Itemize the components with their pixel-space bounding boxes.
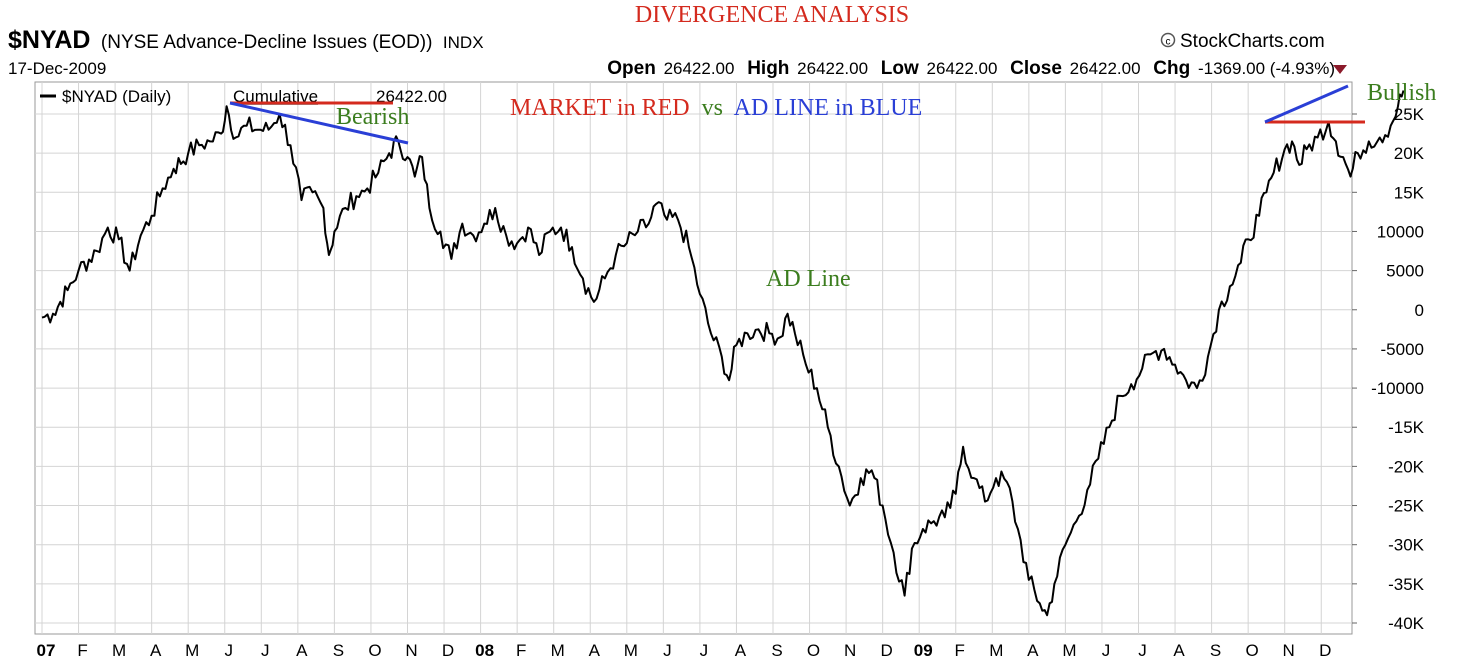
x-tick-label: A [589,641,601,660]
x-tick-label: F [516,641,526,660]
symbol: $NYAD [8,26,90,54]
header-line-1: $NYAD (NYSE Advance-Decline Issues (EOD)… [8,26,484,54]
x-tick-label: D [442,641,454,660]
color-key: MARKET in RED vs AD LINE in BLUE [510,95,922,121]
x-tick-label: M [1062,641,1076,660]
close-value: 26422.00 [1070,59,1141,78]
x-tick-label: M [989,641,1003,660]
market-key: MARKET in RED [510,95,690,121]
x-tick-label: D [1319,641,1331,660]
vs-key: vs [702,95,723,121]
y-tick-label: 0 [1415,301,1424,320]
description: (NYSE Advance-Decline Issues (EOD)) [101,32,433,53]
x-tick-label: F [955,641,965,660]
annotation-title: DIVERGENCE ANALYSIS [635,2,909,28]
y-tick-label: -20K [1388,457,1425,476]
x-tick-label: A [1173,641,1185,660]
x-tick-label: N [1283,641,1295,660]
ad-line-trend-2007 [229,101,409,145]
x-tick-label: S [1210,641,1221,660]
y-tick-label: 10000 [1377,222,1424,241]
x-tick-label: A [1027,641,1039,660]
low-label: Low [881,58,919,79]
y-tick-label: -35K [1388,575,1425,594]
open-label: Open [607,58,656,79]
brand: c StockCharts.com [1160,31,1325,52]
x-tick-label: S [771,641,782,660]
x-tick-label: J [261,641,270,660]
y-tick-label: 15K [1394,183,1425,202]
date: 17-Dec-2009 [8,59,106,78]
close-label: Close [1010,58,1062,79]
ad-line-series [41,90,1405,617]
x-tick-label: N [405,641,417,660]
x-tick-label: N [844,641,856,660]
ad-line-label: AD Line [766,266,851,292]
x-tick-label: J [225,641,234,660]
x-tick-label: O [368,641,381,660]
x-tick-label: J [1138,641,1147,660]
adline-key: AD LINE in BLUE [734,95,923,121]
high-label: High [747,58,789,79]
legend: $NYAD (Daily) Cumulative 26422.00 [40,87,447,106]
y-tick-label: -10000 [1371,379,1424,398]
y-tick-label: -30K [1388,536,1425,555]
y-tick-label: -15K [1388,418,1425,437]
x-tick-label: F [77,641,87,660]
low-value: 26422.00 [927,59,998,78]
x-tick-label: A [296,641,308,660]
x-tick-label: A [150,641,162,660]
x-tick-label: O [807,641,820,660]
legend-symbol: $NYAD (Daily) [62,87,171,106]
x-tick-label: M [624,641,638,660]
chg-value: -1369.00 (-4.93%) [1198,59,1335,78]
legend-overlay-value: 26422.00 [376,87,447,106]
x-tick-label: 08 [475,641,494,660]
bullish-label: Bullish [1367,80,1436,106]
brand-text: StockCharts.com [1180,31,1325,52]
x-axis: 07 F M A M J J A S O N D 08 F M A M J J A S O N D 09 F M A M J J A S O N D [37,641,1332,660]
plot-area [34,81,1353,635]
y-tick-label: 5000 [1386,262,1424,281]
x-tick-label: J [1102,641,1111,660]
x-tick-label: J [663,641,672,660]
copyright-icon [1160,32,1176,48]
copyright-glyph: c [1166,37,1171,48]
high-value: 26422.00 [797,59,868,78]
ad-line-trend-2009 [1264,84,1349,124]
x-tick-label: O [1246,641,1259,660]
y-tick-label: -40K [1388,614,1425,633]
x-tick-label: M [551,641,565,660]
x-tick-label: 07 [37,641,56,660]
ohlc-line: Open 26422.00 High 26422.00 Low 26422.00… [607,58,1335,79]
y-axis: 25K 20K 15K 10000 5000 0 -5000 -10000 -15K -20K -2… [1352,105,1425,633]
down-arrow-icon [1333,65,1347,74]
x-tick-label: D [881,641,893,660]
y-tick-label: 25K [1394,105,1425,124]
x-tick-label: 09 [914,641,933,660]
bearish-label: Bearish [336,104,409,130]
open-value: 26422.00 [664,59,735,78]
exchange: INDX [443,33,484,52]
x-tick-label: S [333,641,344,660]
y-tick-label: 20K [1394,144,1425,163]
y-tick-label: -5000 [1381,340,1424,359]
x-tick-label: M [185,641,199,660]
legend-overlay-name: Cumulative [233,87,318,106]
grid [35,82,1352,634]
x-tick-label: A [735,641,747,660]
x-tick-label: M [112,641,126,660]
y-tick-label: -25K [1388,497,1425,516]
x-tick-label: J [700,641,709,660]
chg-label: Chg [1153,58,1190,79]
